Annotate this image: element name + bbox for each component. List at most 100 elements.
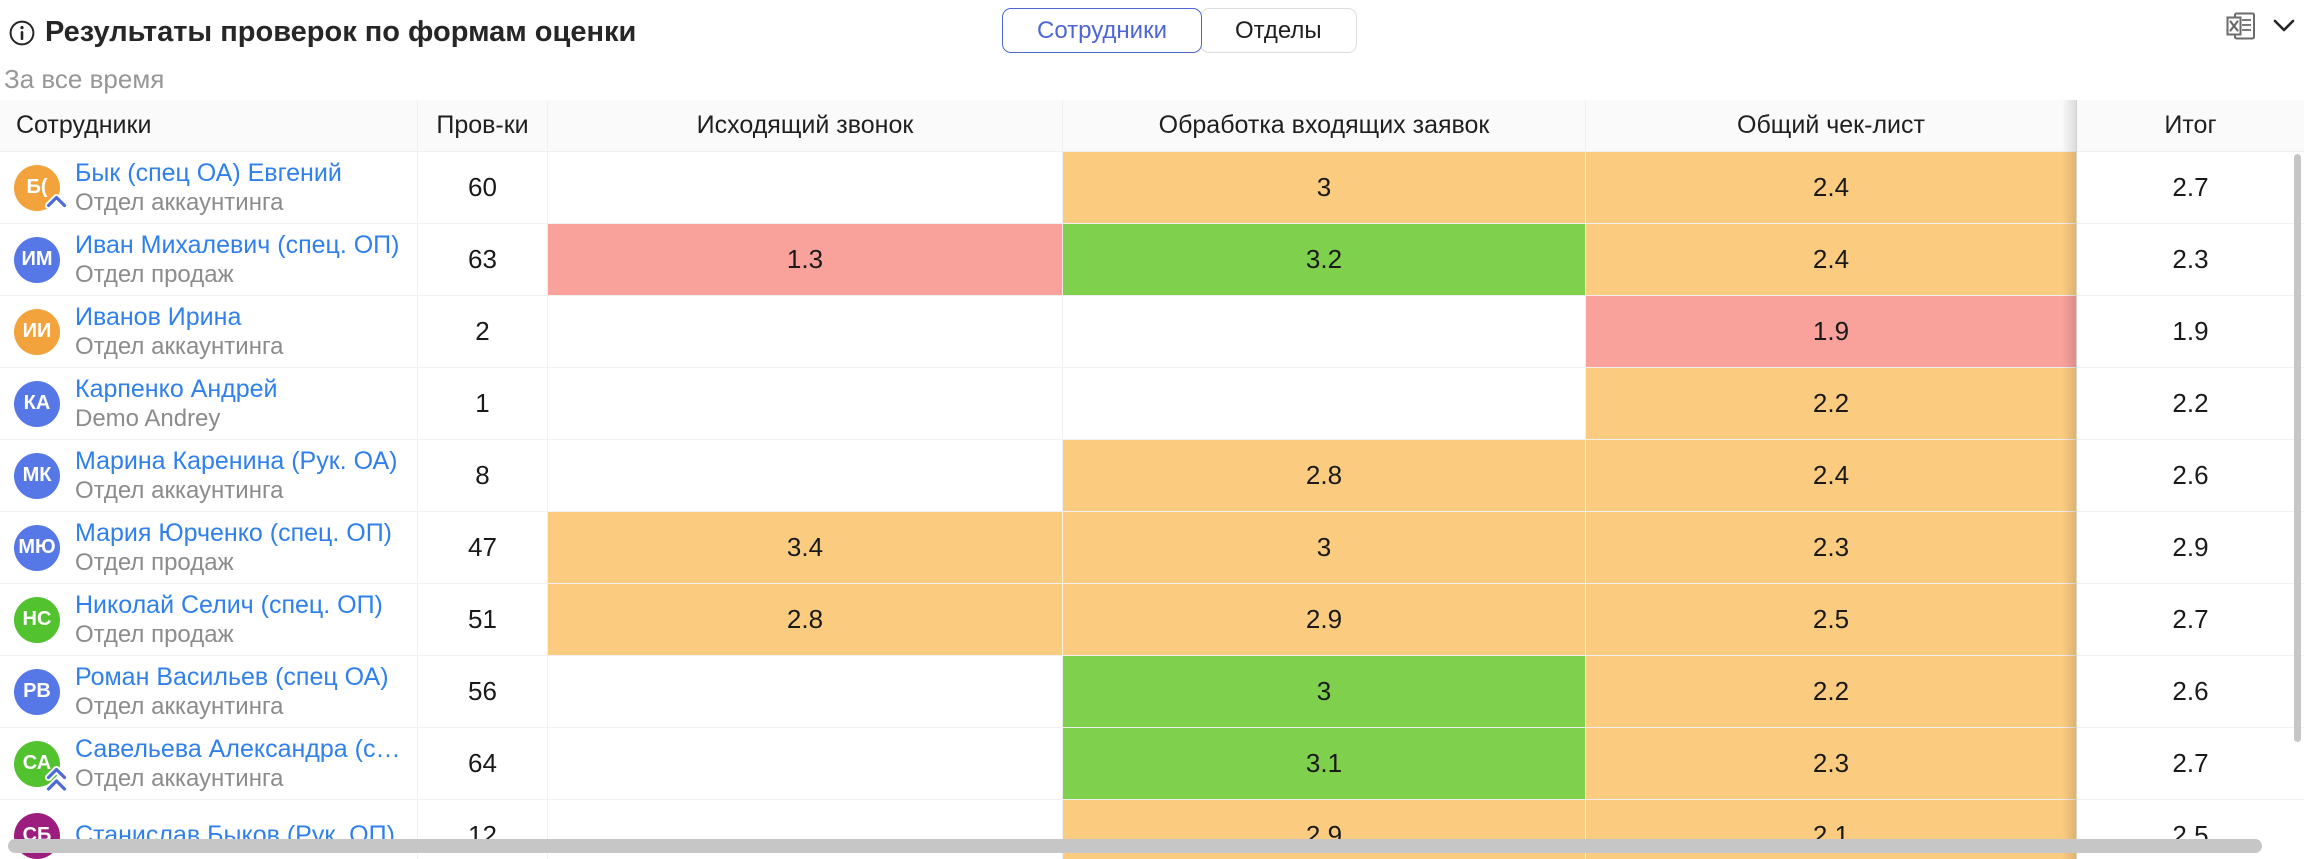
score-cell (548, 728, 1063, 799)
avatar[interactable]: ИИ (14, 308, 60, 355)
employee-text: Роман Васильев (спец ОА) Отдел аккаунтин… (75, 662, 389, 722)
total-cell: 2.7 (2077, 728, 2304, 799)
avatar-wrap: РВ (14, 668, 60, 715)
employee-name-link[interactable]: Роман Васильев (спец ОА) (75, 662, 389, 691)
score-cell: 3 (1063, 152, 1586, 223)
employee-department: Demo Andrey (75, 405, 221, 433)
table-row: Б( Бык (спец ОА) Евгений Отдел аккаунтин… (0, 152, 2304, 224)
total-cell: 2.3 (2077, 224, 2304, 295)
score-cell: 2.3 (1586, 728, 2077, 799)
results-table: Сотрудники Пров-ки Исходящий звонок Обра… (0, 100, 2304, 859)
employee-cell: МК Марина Каренина (Рук. ОА) Отдел аккау… (0, 440, 418, 511)
score-cell: 2.4 (1586, 440, 2077, 511)
col-header-general-checklist: Общий чек-лист (1586, 100, 2077, 151)
score-cell: 2.8 (1063, 440, 1586, 511)
employee-cell: ИМ Иван Михалевич (спец. ОП) Отдел прода… (0, 224, 418, 295)
vertical-scrollbar[interactable] (2294, 154, 2301, 742)
rank-up-double-icon (45, 765, 68, 800)
employee-text: Иван Михалевич (спец. ОП) Отдел продаж (75, 230, 399, 290)
employee-cell: Б( Бык (спец ОА) Евгений Отдел аккаунтин… (0, 152, 418, 223)
employee-name-link[interactable]: Иванов Ирина (75, 302, 242, 331)
employee-department: Отдел продаж (75, 549, 234, 577)
employee-name-link[interactable]: Марина Каренина (Рук. ОА) (75, 446, 398, 475)
tab-employees[interactable]: Сотрудники (1002, 8, 1202, 53)
table-row: СА Савельева Александра (спец ... Отдел … (0, 728, 2304, 800)
avatar[interactable]: МК (14, 452, 60, 499)
score-cell: 2.9 (1063, 584, 1586, 655)
score-cell: 1.3 (548, 224, 1063, 295)
employee-department: Отдел аккаунтинга (75, 189, 284, 217)
score-cell: 2.2 (1586, 656, 2077, 727)
employee-name-link[interactable]: Карпенко Андрей (75, 374, 278, 403)
checks-cell: 8 (418, 440, 548, 511)
checks-cell: 56 (418, 656, 548, 727)
employee-cell: НС Николай Селич (спец. ОП) Отдел продаж (0, 584, 418, 655)
table-row: РВ Роман Васильев (спец ОА) Отдел аккаун… (0, 656, 2304, 728)
table-body: Б( Бык (спец ОА) Евгений Отдел аккаунтин… (0, 152, 2304, 859)
employee-name-link[interactable]: Иван Михалевич (спец. ОП) (75, 230, 400, 259)
chevron-down-icon[interactable] (2272, 14, 2296, 36)
checks-cell: 51 (418, 584, 548, 655)
total-cell: 2.6 (2077, 440, 2304, 511)
checks-cell: 60 (418, 152, 548, 223)
avatar[interactable]: МЮ (14, 524, 60, 571)
table-row: НС Николай Селич (спец. ОП) Отдел продаж… (0, 584, 2304, 656)
horizontal-scrollbar[interactable] (8, 839, 2262, 853)
total-cell: 2.9 (2077, 512, 2304, 583)
employee-text: Мария Юрченко (спец. ОП) Отдел продаж (75, 518, 392, 578)
avatar[interactable]: РВ (14, 668, 60, 715)
score-cell: 3.1 (1063, 728, 1586, 799)
rank-up-icon (45, 185, 68, 216)
employee-cell: ИИ Иванов Ирина Отдел аккаунтинга (0, 296, 418, 367)
total-cell: 2.2 (2077, 368, 2304, 439)
employee-name-link[interactable]: Мария Юрченко (спец. ОП) (75, 518, 392, 547)
checks-cell: 2 (418, 296, 548, 367)
score-cell: 1.9 (1586, 296, 2077, 367)
score-cell (548, 800, 1063, 859)
info-icon[interactable] (9, 20, 35, 46)
avatar[interactable]: ИМ (14, 236, 60, 283)
avatar-wrap: Б( (14, 164, 68, 211)
employee-text: Бык (спец ОА) Евгений Отдел аккаунтинга (75, 158, 342, 218)
score-cell: 3 (1063, 656, 1586, 727)
score-cell: 2.4 (1586, 152, 2077, 223)
employee-cell: РВ Роман Васильев (спец ОА) Отдел аккаун… (0, 656, 418, 727)
col-header-checks: Пров-ки (418, 100, 548, 151)
avatar[interactable]: НС (14, 596, 60, 643)
col-header-outgoing-call: Исходящий звонок (548, 100, 1063, 151)
avatar-wrap: КА (14, 380, 60, 427)
employee-department: Отдел продаж (75, 261, 234, 289)
table-row: ИМ Иван Михалевич (спец. ОП) Отдел прода… (0, 224, 2304, 296)
employee-department: Отдел аккаунтинга (75, 693, 284, 721)
score-cell (548, 656, 1063, 727)
avatar[interactable]: КА (14, 380, 60, 427)
total-cell: 1.9 (2077, 296, 2304, 367)
employee-name-link[interactable]: Савельева Александра (спец ... (75, 734, 411, 763)
score-cell: 3 (1063, 512, 1586, 583)
col-header-incoming-requests: Обработка входящих заявок (1063, 100, 1586, 151)
score-cell: 2.3 (1586, 512, 2077, 583)
tab-departments[interactable]: Отделы (1200, 8, 1357, 53)
employee-text: Николай Селич (спец. ОП) Отдел продаж (75, 590, 383, 650)
view-toggle: Сотрудники Отделы (1002, 8, 1357, 53)
employee-name-link[interactable]: Николай Селич (спец. ОП) (75, 590, 383, 619)
excel-export-icon[interactable] (2226, 12, 2256, 40)
employee-text: Иванов Ирина Отдел аккаунтинга (75, 302, 284, 362)
score-cell: 2.8 (548, 584, 1063, 655)
table-row: МК Марина Каренина (Рук. ОА) Отдел аккау… (0, 440, 2304, 512)
employee-cell: МЮ Мария Юрченко (спец. ОП) Отдел продаж (0, 512, 418, 583)
score-cell (548, 440, 1063, 511)
employee-department: Отдел аккаунтинга (75, 333, 284, 361)
avatar-wrap: ИМ (14, 236, 60, 283)
employee-text: Марина Каренина (Рук. ОА) Отдел аккаунти… (75, 446, 397, 506)
page-title: Результаты проверок по формам оценки (45, 16, 637, 48)
checks-cell: 63 (418, 224, 548, 295)
employee-name-link[interactable]: Бык (спец ОА) Евгений (75, 158, 342, 187)
avatar[interactable]: СА (14, 740, 60, 787)
employee-department: Отдел продаж (75, 621, 234, 649)
employee-department: Отдел аккаунтинга (75, 765, 284, 793)
avatar-wrap: НС (14, 596, 60, 643)
score-cell (1063, 368, 1586, 439)
score-cell (548, 368, 1063, 439)
